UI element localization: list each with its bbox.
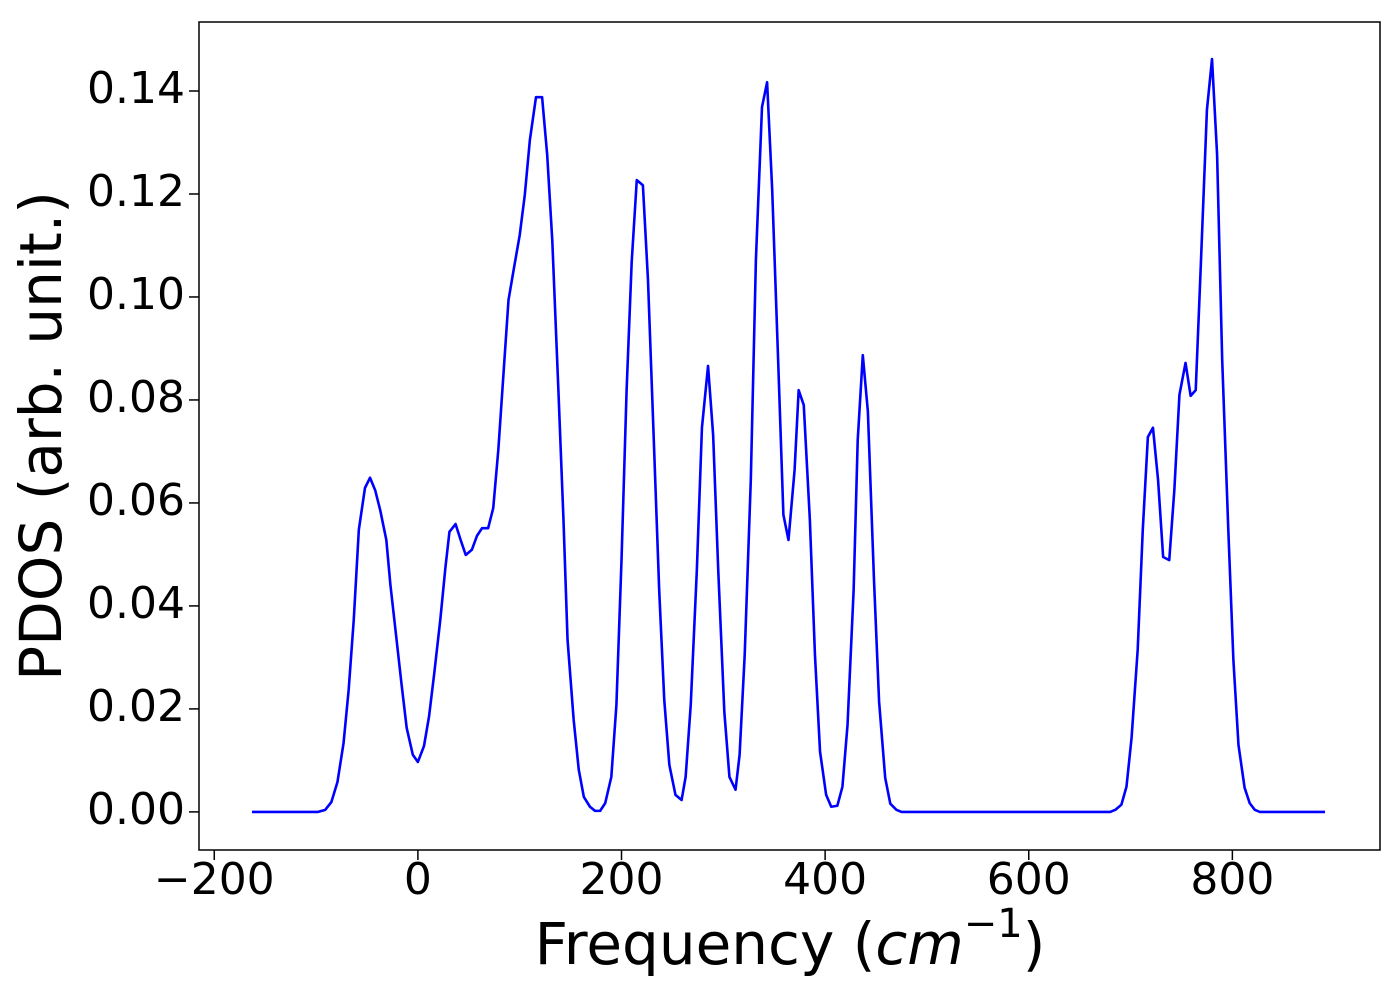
y-tick-label: 0.06 bbox=[87, 475, 185, 526]
x-axis-label-exponent: −1 bbox=[964, 901, 1023, 947]
x-axis-label: Frequency (cm−1) bbox=[535, 901, 1046, 978]
x-axis-label-text: Frequency ( bbox=[535, 910, 876, 978]
x-tick-label: 0 bbox=[404, 854, 432, 905]
x-tick-label: 600 bbox=[987, 854, 1071, 905]
x-tick-label: 200 bbox=[580, 854, 664, 905]
y-tick-label: 0.14 bbox=[87, 63, 185, 114]
x-tick-label: −200 bbox=[154, 854, 275, 905]
y-tick-label: 0.04 bbox=[87, 578, 185, 629]
x-tick-label: 400 bbox=[783, 854, 867, 905]
y-tick-label: 0.00 bbox=[87, 784, 185, 835]
y-tick-label: 0.02 bbox=[87, 681, 185, 732]
y-tick-label: 0.12 bbox=[87, 166, 185, 217]
plot-frame bbox=[198, 21, 1381, 851]
x-axis-label-unit: cm bbox=[875, 910, 963, 978]
x-tick-label: 800 bbox=[1190, 854, 1274, 905]
data-line bbox=[251, 57, 1326, 814]
y-tick-label: 0.08 bbox=[87, 372, 185, 423]
y-tick-label: 0.10 bbox=[87, 269, 185, 320]
y-axis-label: PDOS (arb. unit.) bbox=[7, 191, 75, 681]
x-axis-label-close: ) bbox=[1023, 910, 1046, 978]
